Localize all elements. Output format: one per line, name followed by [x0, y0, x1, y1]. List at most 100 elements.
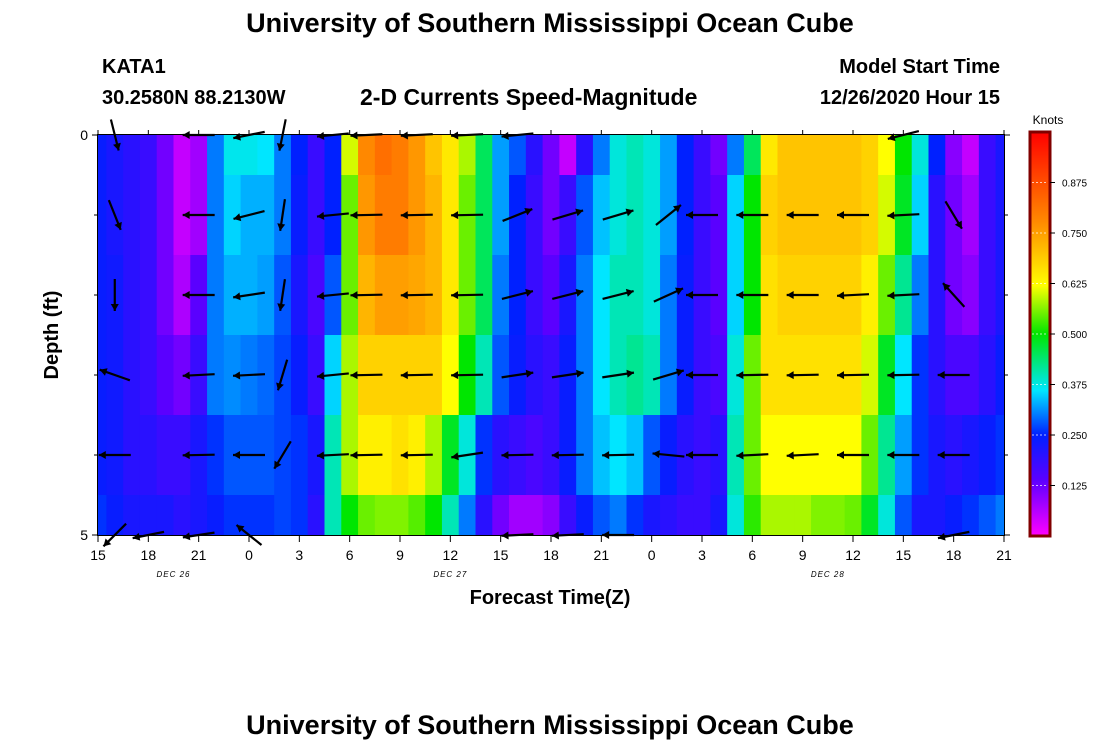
current-arrow: [942, 282, 966, 308]
current-arrow: [276, 359, 289, 391]
arrow-head: [672, 205, 681, 213]
current-arrow: [182, 211, 215, 219]
heatmap-cell: [391, 135, 409, 176]
heatmap-cell: [861, 255, 879, 336]
current-arrow: [887, 451, 920, 459]
heatmap-cell: [156, 495, 175, 536]
heatmap-cell: [911, 175, 930, 256]
heatmap-cell: [492, 415, 510, 496]
current-arrow: [686, 291, 718, 299]
heatmap-cell: [223, 255, 242, 336]
heatmap-cell: [274, 495, 292, 536]
heatmap-cell: [928, 495, 946, 536]
heatmap-cell: [525, 415, 544, 496]
heatmap-cell: [391, 415, 409, 496]
arrow-head: [575, 288, 584, 297]
x-tick-label: 21: [191, 547, 207, 563]
heatmap-cell: [861, 495, 879, 536]
heatmap-cell: [878, 175, 896, 256]
heatmap-cell: [928, 255, 946, 336]
y-tick-label: 5: [80, 527, 88, 543]
heatmap-cell: [223, 175, 242, 256]
heatmap-cell: [643, 415, 661, 496]
heatmap-cell: [441, 175, 460, 256]
arrow-head: [887, 291, 895, 300]
heatmap-cell: [139, 415, 158, 496]
current-arrow: [277, 279, 287, 311]
arrow-head: [350, 371, 358, 380]
heatmap-cell: [274, 135, 292, 176]
heatmap-cell: [643, 255, 661, 336]
arrow-head: [501, 131, 509, 140]
heatmap-cell: [425, 415, 443, 496]
colorbar-tick-label: 0.875: [1062, 179, 1087, 190]
heatmap-cell: [123, 175, 141, 256]
heatmap-cell: [374, 335, 393, 416]
heatmap-cell: [660, 135, 678, 176]
heatmap-cell: [861, 135, 879, 176]
arrow-head: [786, 371, 794, 380]
page-title: University of Southern Mississippi Ocean…: [246, 8, 854, 38]
arrow-head: [837, 451, 844, 459]
current-arrow: [887, 211, 920, 220]
heatmap-cell: [911, 255, 930, 336]
heatmap-cell: [760, 495, 779, 536]
heatmap-cell: [207, 175, 225, 256]
arrow-head: [686, 451, 693, 459]
heatmap-cell: [878, 335, 896, 416]
heatmap-cell: [827, 175, 846, 256]
chart-title: 2-D Currents Speed-Magnitude: [360, 84, 698, 110]
heatmap-cell: [710, 335, 728, 416]
heatmap-cell: [878, 255, 896, 336]
current-arrow: [944, 200, 963, 230]
current-arrow: [316, 291, 349, 300]
arrow-head: [887, 211, 895, 220]
heatmap-cell: [425, 175, 443, 256]
arrow-head: [350, 291, 358, 300]
heatmap-cell: [995, 255, 1005, 336]
heatmap-cell: [576, 415, 594, 496]
arrow-head: [316, 291, 325, 300]
arrow-head: [501, 451, 509, 460]
x-tick-label: 9: [396, 547, 404, 563]
arrow-head: [182, 291, 190, 299]
heatmap-cell: [207, 415, 225, 496]
arrow-head: [99, 368, 108, 376]
heatmap-cell: [978, 135, 997, 176]
heatmap-cell: [223, 135, 242, 176]
arrow-head: [182, 371, 190, 380]
heatmap-cell: [542, 135, 560, 176]
heatmap-cell: [441, 415, 460, 496]
heatmap-cell: [173, 495, 191, 536]
heatmap-cell: [156, 255, 175, 336]
heatmap-cell: [358, 135, 376, 176]
heatmap-cell: [139, 255, 158, 336]
heatmap-cell: [257, 495, 275, 536]
current-arrow: [887, 291, 920, 300]
arrow-head: [110, 304, 119, 311]
colorbar-tick-label: 0.250: [1062, 431, 1087, 442]
current-arrow: [686, 371, 718, 379]
current-arrow: [182, 371, 215, 380]
heatmap-cell: [525, 175, 544, 256]
arrow-head: [937, 451, 945, 459]
heatmap-cell: [777, 135, 795, 176]
current-arrow: [233, 210, 265, 222]
current-arrow: [602, 288, 634, 300]
heatmap-cell: [811, 255, 829, 336]
heatmap-cell: [592, 495, 611, 536]
arrow-head: [576, 369, 584, 378]
heatmap-cell: [492, 495, 510, 536]
heatmap-cell: [341, 495, 359, 536]
heatmap-cell: [156, 415, 175, 496]
heatmap-cell: [626, 175, 644, 256]
heatmap-cell: [962, 255, 980, 336]
heatmap-cell: [643, 175, 661, 256]
arrow-head: [277, 303, 286, 311]
heatmap-cell: [710, 175, 728, 256]
heatmap-cell: [341, 175, 359, 256]
heatmap-cell: [710, 135, 728, 176]
heatmap-cell: [995, 335, 1005, 416]
current-arrow: [98, 451, 131, 459]
heatmap-cell: [978, 335, 997, 416]
